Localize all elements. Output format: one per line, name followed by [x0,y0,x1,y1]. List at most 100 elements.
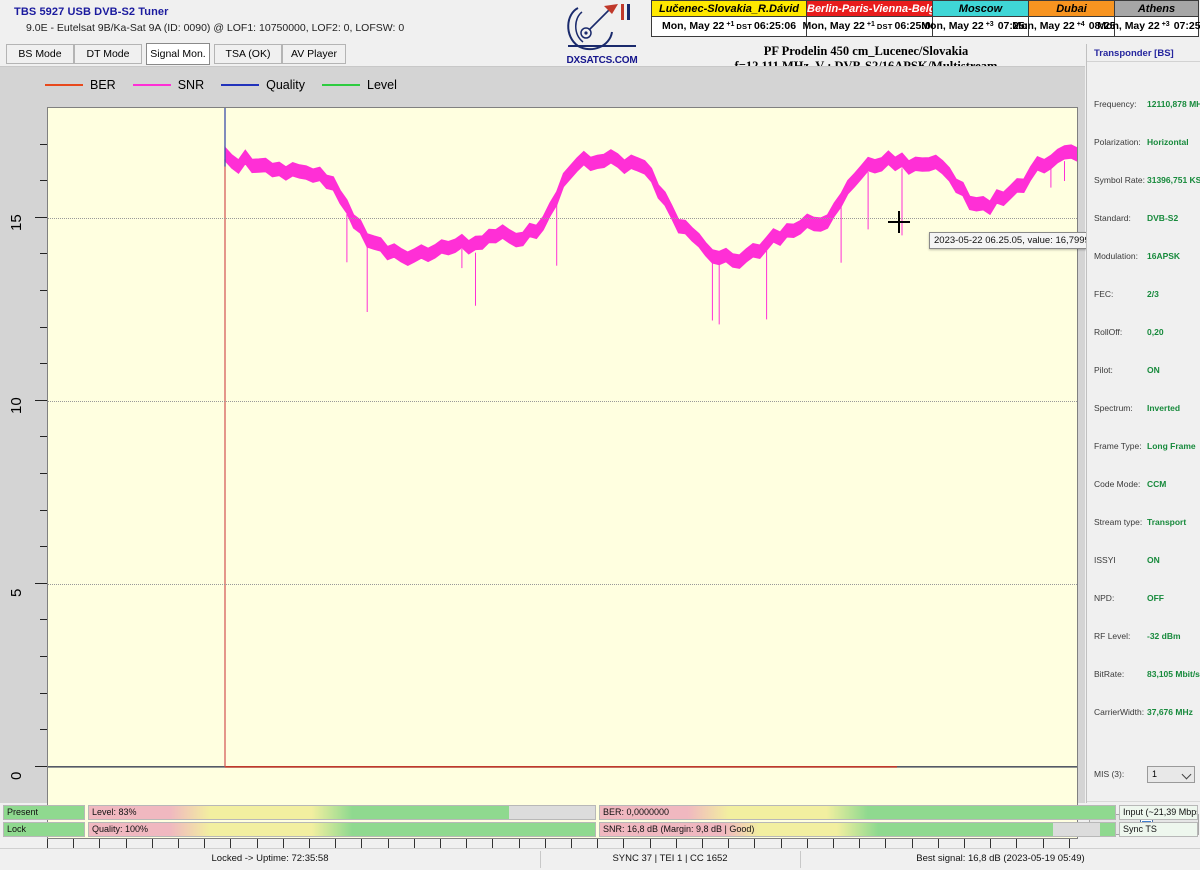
sidebar-row-value: OFF [1147,593,1164,603]
sidebar-bottom-divider [1087,801,1200,802]
y-axis-tick [40,729,47,731]
dxsatcs-logo: DXSATCS.COM [558,0,646,68]
x-axis-tick [807,839,808,848]
y-axis-tick [40,290,47,291]
sidebar-row: NPD: OFF [1087,593,1200,609]
footer-uptime: Locked -> Uptime: 72:35:58 [211,853,329,864]
sidebar-row-label: FEC: [1094,289,1114,299]
y-axis-tick [40,143,47,145]
clock-column: Moscow Mon, May 22 +3 07:25:06 [921,0,1040,37]
sidebar-row: Pilot: ON [1087,365,1200,381]
ber-label: BER: 0,0000000 [603,807,670,817]
x-axis-tick [335,839,336,848]
legend-label: BER [90,78,116,92]
tab-tsa-ok[interactable]: TSA (OK) [214,44,282,64]
sidebar-row-label: Frame Type: [1094,441,1142,451]
sidebar-row-label: Spectrum: [1094,403,1133,413]
y-axis-label: 15 [8,214,25,231]
input-rate-label: Input (~21,39 Mbps) [1123,807,1198,817]
sidebar-row: Stream type: Transport [1087,517,1200,533]
y-axis-tick [40,692,47,694]
plot-area[interactable] [47,107,1079,839]
x-axis-tick [466,839,467,848]
tab-signal-mon[interactable]: Signal Mon. [146,43,210,65]
app-title: TBS 5927 USB DVB-S2 Tuner [14,6,169,18]
legend-label: Level [367,78,397,92]
sidebar-row-label: Standard: [1094,213,1131,223]
clock-time: Mon, May 22 +1 DST 06:25:06 [652,17,806,36]
x-axis-tick [990,839,991,848]
sidebar-row-value: -32 dBm [1147,631,1181,641]
legend-label: Quality [266,78,306,92]
sidebar-row-label: Modulation: [1094,251,1138,261]
x-axis-tick [47,839,48,855]
crosshair-cursor [888,211,910,233]
app-subtitle: 9.0E - Eutelsat 9B/Ka-Sat 9A (ID: 0090) … [26,22,405,34]
footer-sync-info: SYNC 37 | TEI 1 | CC 1652 [612,853,728,864]
gridline [48,400,1077,402]
logo-text: DXSATCS.COM [566,55,638,66]
y-axis-tick [40,253,47,255]
x-axis-tick [257,839,258,848]
status-bars: Present Level: 83% BER: 0,0000000 Input … [0,805,1200,845]
sidebar-row-value: 83,105 Mbit/s [1147,669,1200,679]
y-axis-tick [40,546,47,548]
x-axis-tick [964,839,965,855]
clock-city: Lučenec-Slovakia_R.Dávid [652,1,806,17]
y-axis-label: 5 [8,588,25,597]
legend-item-ber: BER [45,78,116,92]
sidebar-row-value: Inverted [1147,403,1181,413]
status-row-bottom: Lock Quality: 100% SNR: 16,8 dB (Margin:… [0,822,1200,837]
x-axis-tick [178,839,179,855]
mis-dropdown[interactable]: 1 [1147,766,1195,783]
mis-row: MIS (3): [1087,766,1200,782]
clock-city: Athens [1115,1,1198,17]
x-axis-tick [702,839,703,855]
x-axis-tick [440,839,441,855]
x-axis-tick [885,839,886,848]
tab-av-player[interactable]: AV Player [282,44,346,64]
sync-indicator: Sync TS [1119,822,1198,837]
tab-bar: BS Mode DT Mode Signal Mon. TSA (OK) AV Play… [0,43,1085,66]
y-axis-tick [40,656,47,657]
sidebar-title: Transponder [BS] [1094,48,1174,59]
sidebar-row-label: Frequency: [1094,99,1137,109]
x-axis-tick [571,839,572,855]
sidebar-row: Standard: DVB-S2 [1087,213,1200,229]
tab-dt-mode[interactable]: DT Mode [74,44,142,64]
present-label: Present [7,807,39,817]
sidebar-row-value: 37,676 MHz [1147,707,1193,717]
chart-legend: BER SNR Quality Level [45,76,445,94]
legend-swatch [132,84,171,86]
signal-chart[interactable]: BER SNR Quality Level 0 5 10 15 2023-05-22 06.… [0,67,1143,855]
x-axis-ticks [47,839,1077,863]
snr-trace [224,144,1079,269]
tab-separator [0,66,1085,67]
clock-column: Lučenec-Slovakia_R.Dávid Mon, May 22 +1 DST… [651,0,807,37]
legend-swatch [322,84,361,86]
tab-bs-mode[interactable]: BS Mode [6,44,74,64]
x-axis-tick [388,839,389,848]
x-axis-tick [545,839,546,848]
x-axis-tick [519,839,520,848]
y-axis-tick [40,473,47,474]
clock-city: Dubai [1029,1,1114,17]
sidebar-row-value: Transport [1147,517,1187,527]
level-label: Level: 83% [92,807,137,817]
sidebar-row-value: 2/3 [1147,289,1159,299]
level-bar: Level: 83% [88,805,596,820]
y-axis-tick [40,180,47,182]
x-axis-tick [283,839,284,848]
sidebar-row-value: Horizontal [1147,137,1189,147]
sidebar-row-value: 31396,751 KS/s [1147,175,1200,185]
plot-right-border [1077,107,1078,839]
input-rate-indicator: Input (~21,39 Mbps) [1119,805,1198,820]
x-axis-tick [754,839,755,848]
gridline [48,217,1077,219]
sidebar-row: Polarization: Horizontal [1087,137,1200,153]
sidebar-row: FEC: 2/3 [1087,289,1200,305]
clock-time: Mon, May 22 +1 DST 06:25:06 [802,17,937,36]
sidebar-row: ISSYI ON [1087,555,1200,571]
